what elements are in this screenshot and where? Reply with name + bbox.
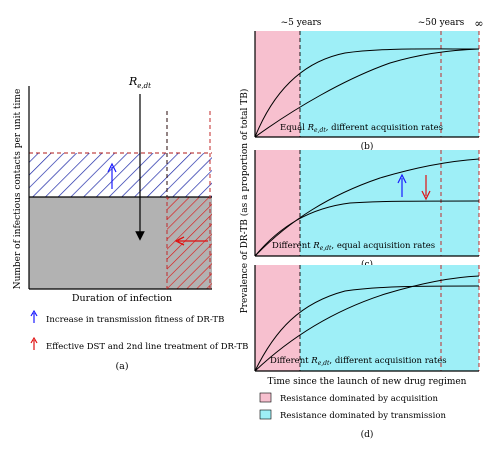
legend-transmission-text: Resistance dominated by transmission [280,411,446,421]
curve-c-lower [254,200,480,257]
caption-d: (d) [361,429,374,440]
curve-c-higher [254,158,480,257]
curve-b-fast [254,48,480,138]
subplot-d: Different Re,dt, different acquisition r… [254,265,480,372]
treatment-hatch-area [167,197,212,289]
caption-c: (c) [361,259,373,270]
legend-acquisition-text: Resistance dominated by acquisition [280,394,439,404]
curve-d-lower [254,285,480,372]
subplot-b: Equal Re,dt, different acquisition rates… [254,31,480,152]
legend-acquisition-swatch [259,392,272,403]
legend-fitness-text: Increase in transmission fitness of DR-T… [46,315,224,325]
left-y-label: Number of infectious contacts per unit t… [13,89,23,290]
fitness-hatch-area [29,153,212,197]
subplot-c: Different Re,dt, equal acquisition rates… [254,150,480,270]
label-50-years: ~50 years [418,18,465,28]
caption-a: (a) [115,361,128,372]
subplot-d-label: Different Re,dt, different acquisition r… [270,356,447,367]
left-legend: Increase in transmission fitness of DR-T… [30,309,248,352]
label-infinity: ∞ [474,17,483,30]
left-x-label: Duration of infection [72,293,172,304]
label-5-years: ~5 years [281,18,322,28]
panel-a: Re,dt Number of infectious contacts per … [13,75,248,372]
subplot-b-label: Equal Re,dt, different acquisition rates [280,123,443,134]
panel-bcd: ~5 years ~50 years ∞ Equal Re,dt, differ… [239,17,484,440]
curve-b-slow [254,48,480,138]
subplot-c-label: Different Re,dt, equal acquisition rates [272,241,435,252]
right-y-label: Prevalence of DR-TB (as a proportion of … [239,89,250,314]
r-edt-label: Re,dt [128,75,151,90]
right-x-label: Time since the launch of new drug regime… [268,377,467,387]
legend-treatment-text: Effective DST and 2nd line treatment of … [46,342,248,352]
legend-transmission-swatch [259,409,272,420]
caption-b: (b) [361,141,374,152]
right-legend: Resistance dominated by acquisition Resi… [259,392,446,421]
curve-d-higher [254,275,480,372]
